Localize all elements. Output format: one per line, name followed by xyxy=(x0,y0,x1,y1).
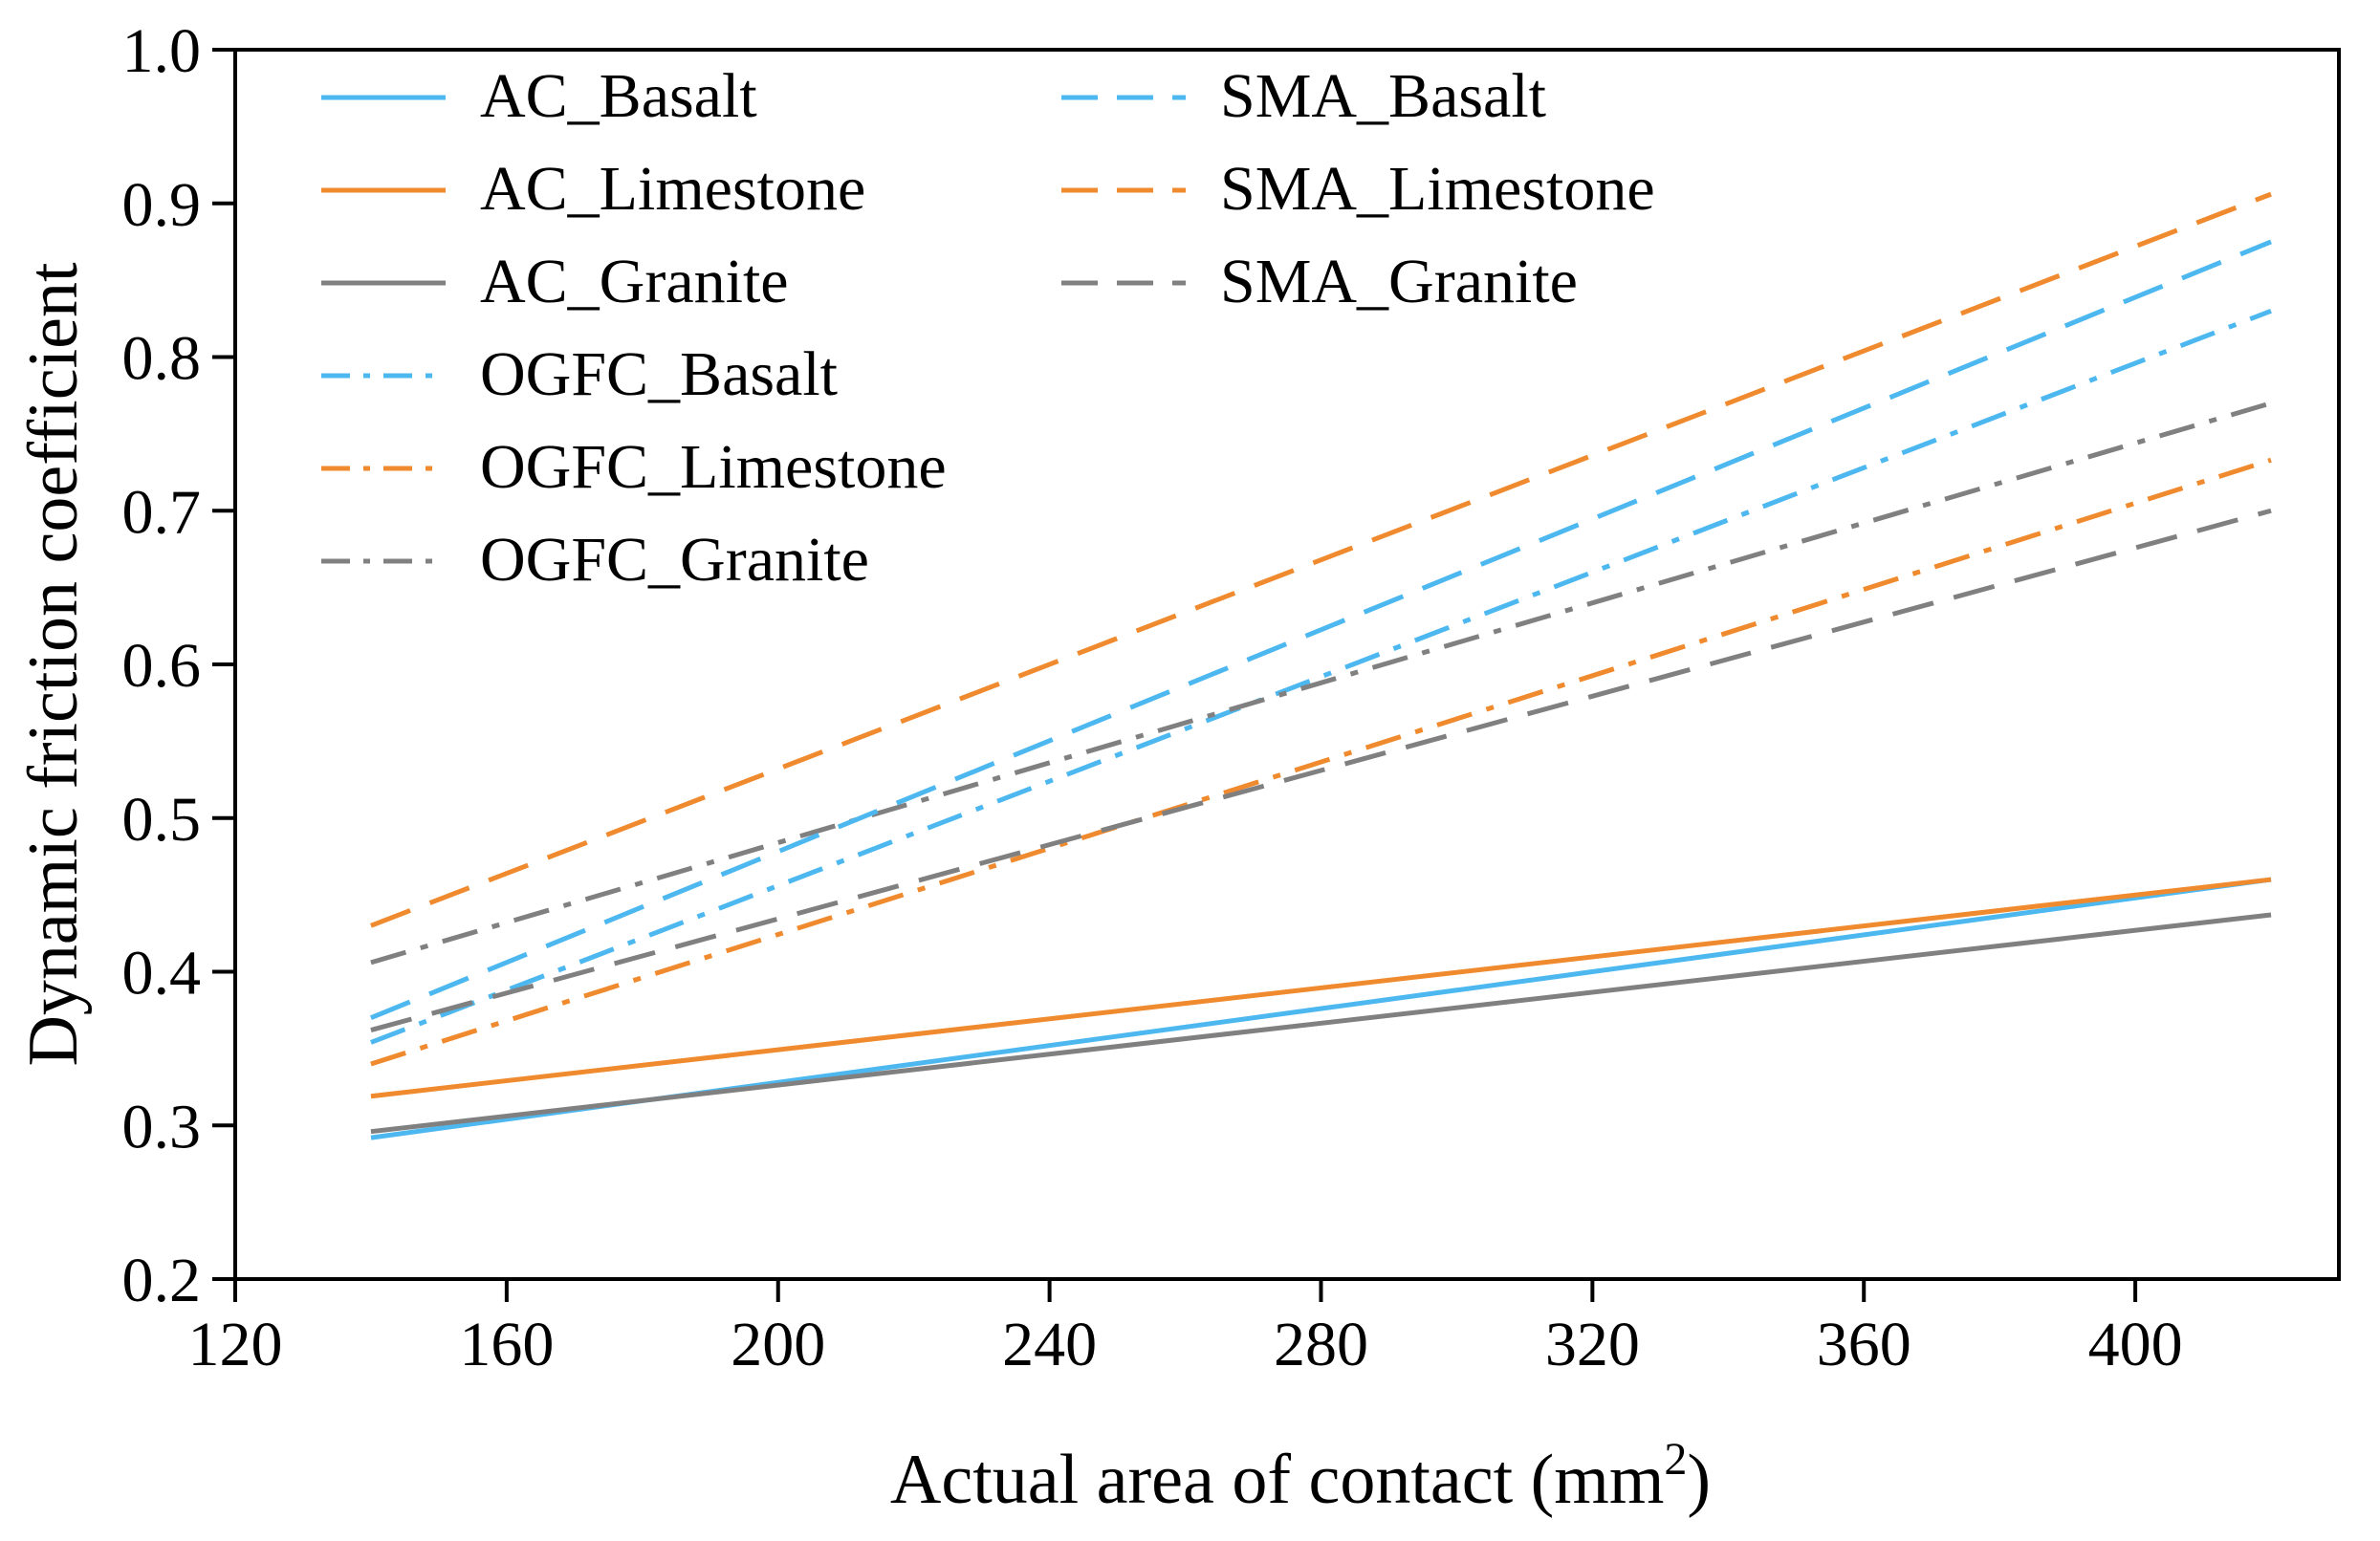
legend-label: AC_Granite xyxy=(480,247,789,316)
legend-label: OGFC_Limestone xyxy=(480,432,947,502)
series-line-sma-basalt xyxy=(369,239,2272,1021)
y-tick-label: 0.8 xyxy=(122,324,202,394)
y-axis-label: Dynamic friction coefficient xyxy=(14,262,93,1067)
series-line-ac-granite xyxy=(370,912,2272,1135)
x-tick-label: 120 xyxy=(188,1310,283,1379)
y-tick-label: 0.9 xyxy=(122,170,202,240)
series-line-sma-limestone xyxy=(370,191,2272,928)
legend-label: SMA_Limestone xyxy=(1220,154,1655,224)
y-tick-label: 0.4 xyxy=(122,939,202,1009)
x-tick-label: 280 xyxy=(1274,1310,1368,1379)
legend-label: SMA_Basalt xyxy=(1220,61,1546,131)
series-line-ogfc-limestone xyxy=(370,457,2272,1067)
x-axis-label-superscript: 2 xyxy=(1664,1434,1687,1485)
x-tick-label: 400 xyxy=(2088,1310,2183,1379)
y-tick-label: 1.0 xyxy=(122,16,202,86)
series-line-ogfc-basalt xyxy=(370,308,2272,1045)
y-tick-label: 0.7 xyxy=(122,477,202,547)
ticks-layer: 120 160 200 240 280 320 360 400 0.2 0.3 0.4 0.5 0.6 0… xyxy=(122,16,2183,1379)
x-tick-label: 200 xyxy=(731,1310,825,1379)
y-tick-label: 0.2 xyxy=(122,1246,202,1315)
series-line-sma-granite xyxy=(370,508,2272,1032)
series-line-ac-limestone xyxy=(370,877,2272,1099)
y-tick-label: 0.5 xyxy=(122,785,202,855)
x-axis-label: Actual area of contact (mm2) xyxy=(890,1434,1711,1519)
legend-label: SMA_Granite xyxy=(1220,247,1578,316)
legend-label: OGFC_Basalt xyxy=(480,339,838,409)
y-tick-label: 0.3 xyxy=(122,1092,202,1161)
plot-frame xyxy=(233,48,2341,1281)
x-tick-label: 160 xyxy=(459,1310,554,1379)
series-line-ogfc-granite xyxy=(370,401,2272,966)
legend-label: OGFC_Granite xyxy=(480,525,869,595)
x-tick-label: 320 xyxy=(1545,1310,1640,1379)
series-layer xyxy=(369,191,2272,1140)
legend-label: AC_Basalt xyxy=(480,61,757,131)
x-tick-label: 240 xyxy=(1002,1310,1097,1379)
legend-label: AC_Limestone xyxy=(480,154,865,224)
legend: AC_Basalt AC_Limestone AC_Granite OGFC_Basa… xyxy=(321,61,1655,595)
axes-layer xyxy=(233,48,2341,1281)
y-tick-label: 0.6 xyxy=(122,631,202,701)
x-tick-label: 360 xyxy=(1817,1310,1911,1379)
